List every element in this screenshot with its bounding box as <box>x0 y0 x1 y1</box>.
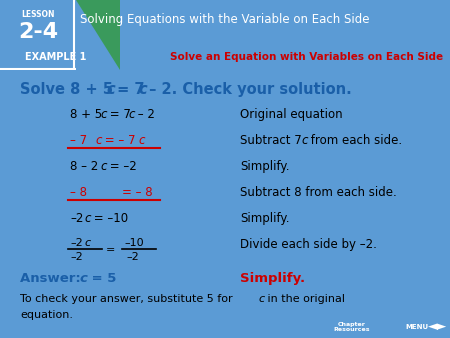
Text: c: c <box>100 108 107 121</box>
Text: Simplify.: Simplify. <box>240 212 289 225</box>
Text: Subtract 7: Subtract 7 <box>240 134 302 147</box>
Text: – 7: – 7 <box>70 134 87 147</box>
Text: MENU: MENU <box>405 324 428 330</box>
Text: Subtract 8 from each side.: Subtract 8 from each side. <box>240 186 397 199</box>
Text: –10: –10 <box>124 238 144 248</box>
Text: To check your answer, substitute 5 for: To check your answer, substitute 5 for <box>20 294 236 304</box>
Text: c: c <box>84 238 90 248</box>
Text: = 7: = 7 <box>106 108 131 121</box>
Text: Divide each side by –2.: Divide each side by –2. <box>240 238 377 251</box>
Text: c: c <box>95 134 102 147</box>
Text: –2: –2 <box>126 252 139 262</box>
Text: Simplify.: Simplify. <box>240 272 305 285</box>
Text: = 5: = 5 <box>87 272 117 285</box>
Text: LESSON: LESSON <box>21 10 55 19</box>
Text: = – 8: = – 8 <box>122 186 153 199</box>
Text: Solving Equations with the Variable on Each Side: Solving Equations with the Variable on E… <box>80 13 370 25</box>
Text: Solve an Equation with Variables on Each Side: Solve an Equation with Variables on Each… <box>170 52 443 62</box>
Text: –2: –2 <box>70 212 83 225</box>
Text: =: = <box>106 245 115 255</box>
Text: 8 + 5: 8 + 5 <box>70 108 102 121</box>
Text: c: c <box>84 212 90 225</box>
Text: c: c <box>100 160 107 173</box>
Text: –2: –2 <box>70 238 83 248</box>
Text: = 7: = 7 <box>112 82 144 97</box>
Text: c: c <box>258 294 264 304</box>
Text: ◄►: ◄► <box>428 320 448 334</box>
Text: Original equation: Original equation <box>240 108 342 121</box>
Text: c: c <box>128 108 135 121</box>
Text: – 8: – 8 <box>70 186 87 199</box>
Text: EXAMPLE 1: EXAMPLE 1 <box>25 52 87 62</box>
Polygon shape <box>76 0 120 70</box>
Text: in the original: in the original <box>264 294 345 304</box>
Text: c: c <box>106 82 115 97</box>
Text: Answer:: Answer: <box>20 272 86 285</box>
Text: c: c <box>138 82 147 97</box>
Text: from each side.: from each side. <box>307 134 402 147</box>
Text: = –2: = –2 <box>106 160 137 173</box>
Text: – 2: – 2 <box>134 108 155 121</box>
Text: 8 – 2: 8 – 2 <box>70 160 98 173</box>
Text: equation.: equation. <box>20 310 73 320</box>
Text: Simplify.: Simplify. <box>240 160 289 173</box>
Text: – 2. Check your solution.: – 2. Check your solution. <box>144 82 352 97</box>
Text: c: c <box>80 272 88 285</box>
Text: 2-4: 2-4 <box>18 22 58 42</box>
Text: = –10: = –10 <box>90 212 128 225</box>
Text: c: c <box>301 134 307 147</box>
Text: Solve 8 + 5: Solve 8 + 5 <box>20 82 113 97</box>
Text: –2: –2 <box>70 252 83 262</box>
Text: Chapter
Resources: Chapter Resources <box>334 321 370 332</box>
Text: c: c <box>138 134 144 147</box>
Text: = – 7: = – 7 <box>101 134 135 147</box>
